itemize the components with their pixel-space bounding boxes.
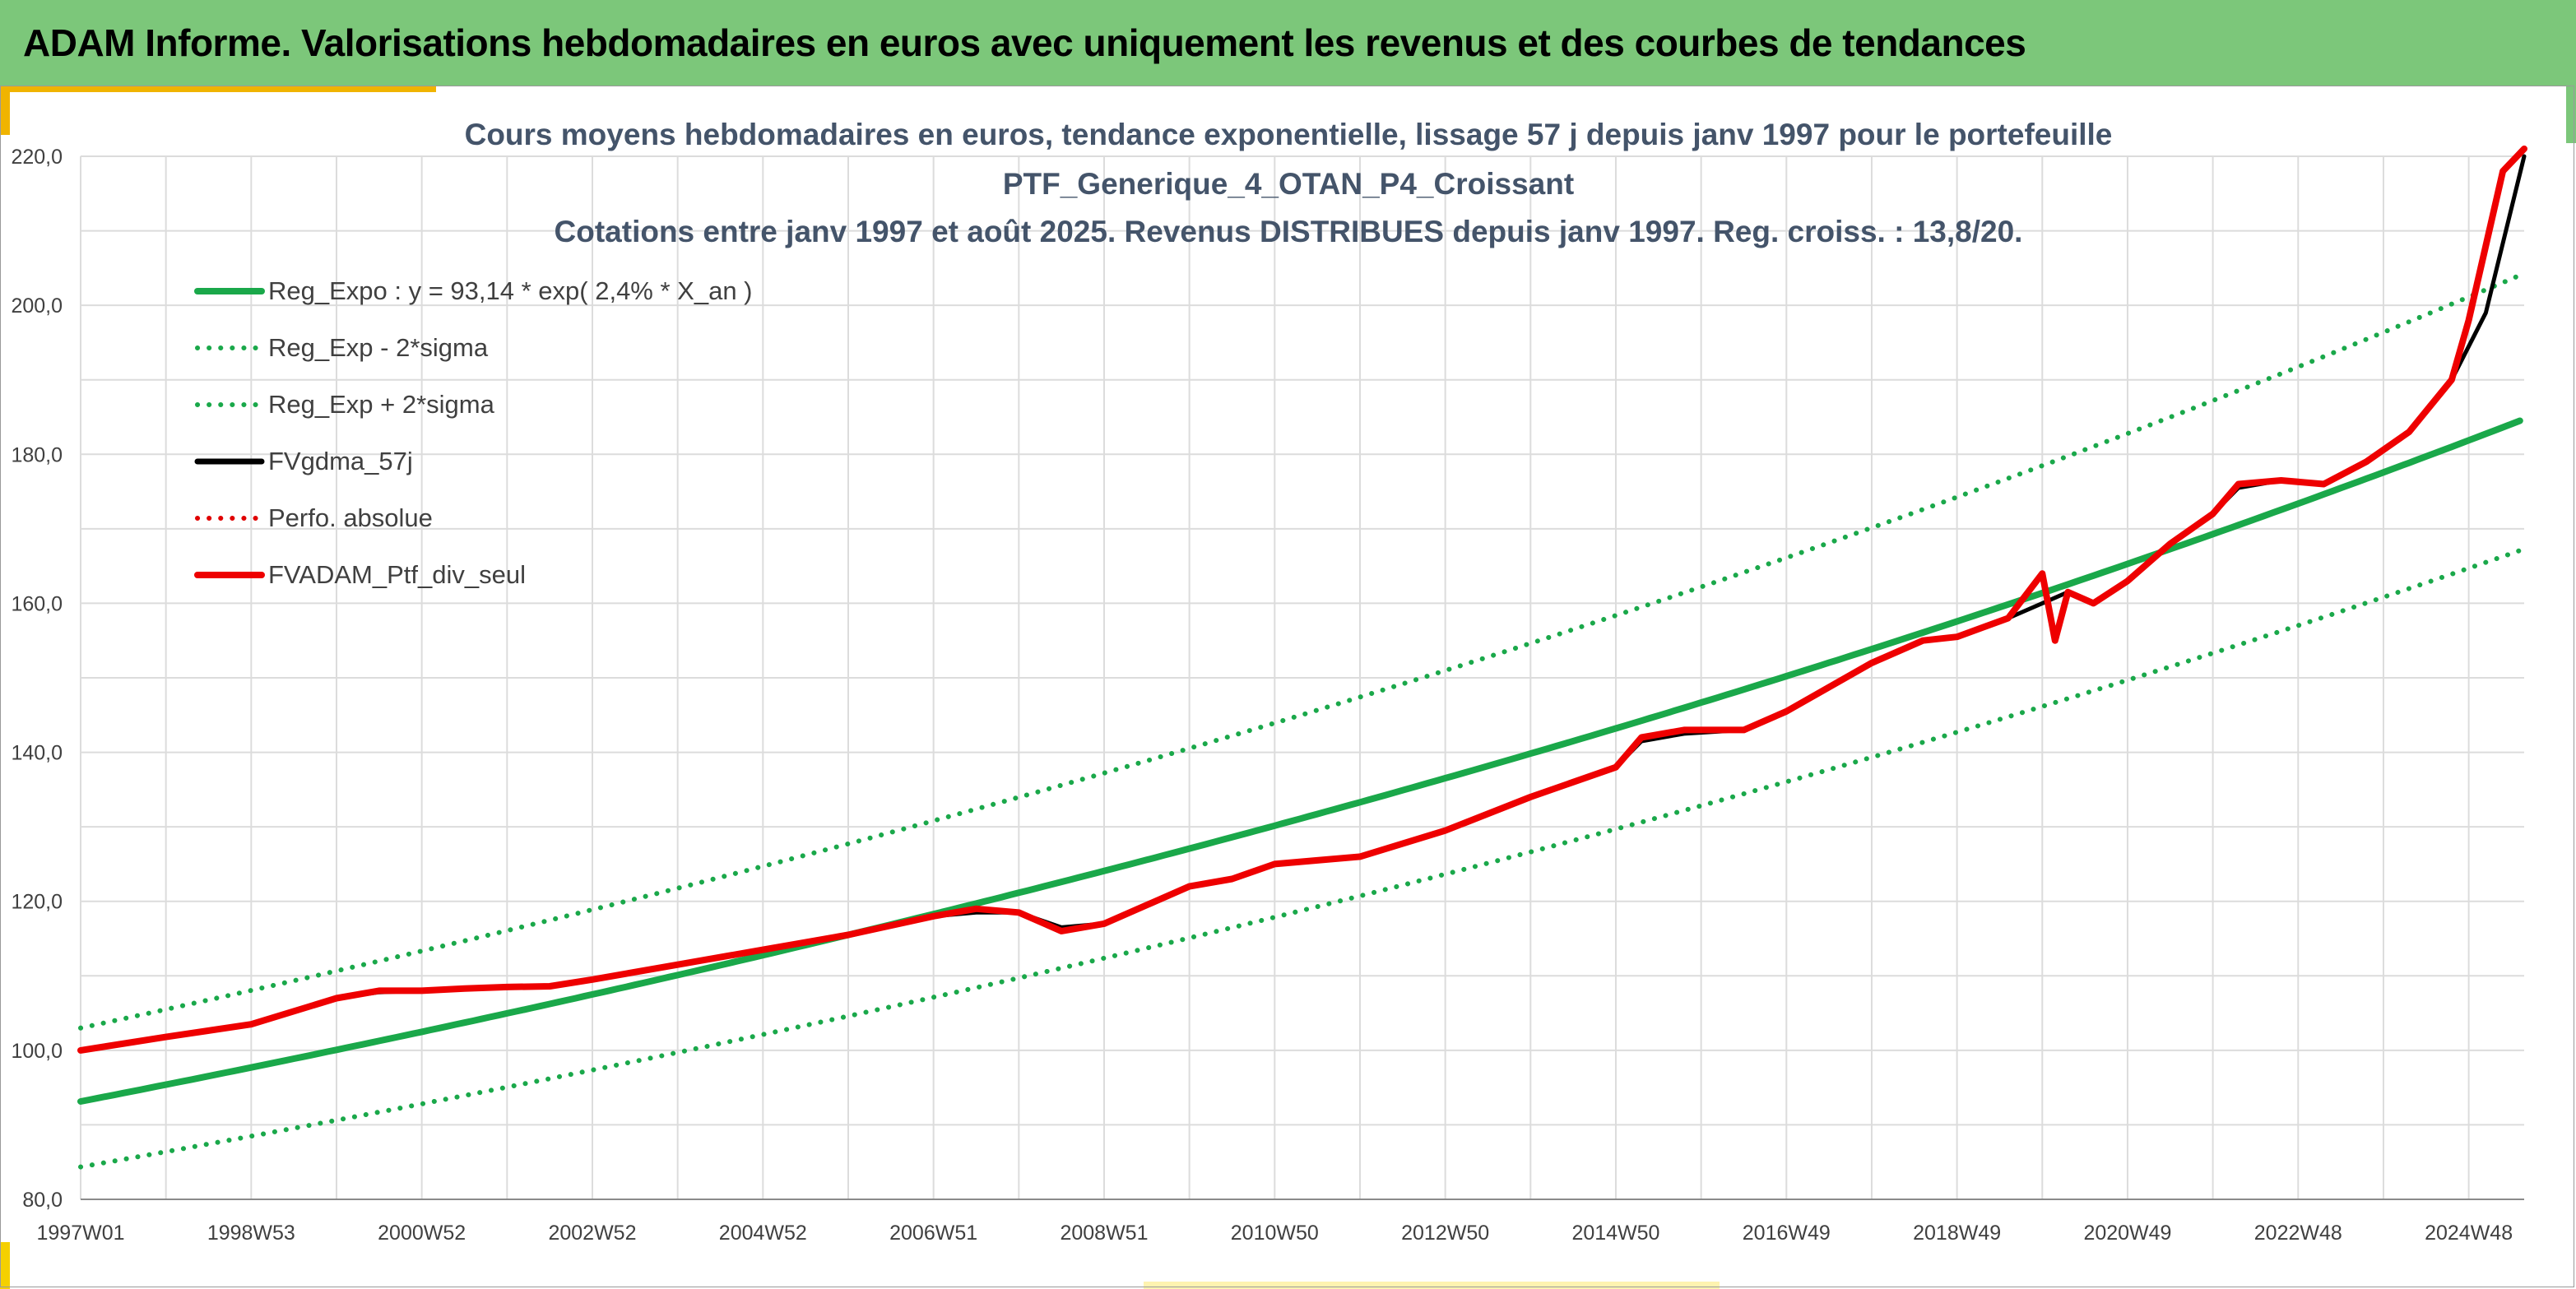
legend-label: FVgdma_57j bbox=[268, 447, 413, 475]
x-tick-label: 2012W50 bbox=[1401, 1222, 1489, 1245]
y-tick-label: 100,0 bbox=[11, 1040, 63, 1063]
x-tick-label: 2018W49 bbox=[1913, 1222, 2001, 1245]
x-tick-label: 2022W48 bbox=[2254, 1222, 2342, 1245]
legend-label: Reg_Exp - 2*sigma bbox=[268, 333, 489, 362]
chart-title: Cours moyens hebdomadaires en euros, ten… bbox=[465, 118, 2113, 248]
y-tick-label: 180,0 bbox=[11, 443, 63, 466]
series-layer bbox=[77, 145, 2527, 1170]
header-bar: ADAM Informe. Valorisations hebdomadaire… bbox=[0, 0, 2576, 86]
y-tick-label: 80,0 bbox=[22, 1189, 63, 1212]
x-tick-label: 2010W50 bbox=[1231, 1222, 1319, 1245]
x-tick-label: 2006W51 bbox=[889, 1222, 977, 1245]
y-tick-label: 160,0 bbox=[11, 592, 63, 615]
series-line-2 bbox=[78, 272, 2523, 1031]
series-line-0 bbox=[77, 417, 2523, 1105]
x-tick-label: 2004W52 bbox=[719, 1222, 807, 1245]
y-tick-label: 200,0 bbox=[11, 294, 63, 318]
x-tick-label: 2016W49 bbox=[1743, 1222, 1831, 1245]
x-tick-label: 2024W48 bbox=[2425, 1222, 2513, 1245]
grid bbox=[80, 155, 2524, 1200]
chart-title-line: PTF_Generique_4_OTAN_P4_Croissant bbox=[1003, 167, 1574, 201]
x-tick-label: 1997W01 bbox=[36, 1222, 124, 1245]
series-line-1 bbox=[78, 548, 2523, 1170]
x-tick-label: 2014W50 bbox=[1571, 1222, 1659, 1245]
page-title: ADAM Informe. Valorisations hebdomadaire… bbox=[23, 21, 2026, 64]
legend-label: FVADAM_Ptf_div_seul bbox=[268, 560, 526, 589]
axes: 80,0 100,0 120,0 140,0 160,0 180,0 200,0 220,0 1… bbox=[11, 146, 2524, 1245]
chart-title-line: Cours moyens hebdomadaires en euros, ten… bbox=[465, 118, 2113, 151]
legend-label: Perfo. absolue bbox=[268, 503, 433, 532]
x-tick-label: 2000W52 bbox=[378, 1222, 466, 1245]
x-tick-label: 2008W51 bbox=[1060, 1222, 1148, 1245]
x-tick-label: 2020W49 bbox=[2083, 1222, 2171, 1245]
chart-title-line: Cotations entre janv 1997 et août 2025. … bbox=[555, 215, 2023, 248]
accent-strip-bottom-left bbox=[0, 1242, 10, 1289]
accent-strip bbox=[0, 86, 436, 92]
y-tick-label: 140,0 bbox=[11, 742, 63, 765]
accent-strip-bottom bbox=[1144, 1282, 1720, 1289]
legend: Reg_Expo : y = 93,14 * exp( 2,4% * X_an … bbox=[194, 276, 753, 589]
y-tick-label: 120,0 bbox=[11, 891, 63, 914]
accent-strip-left bbox=[0, 86, 10, 135]
x-tick-label: 1998W53 bbox=[207, 1222, 295, 1245]
y-tick-label: 220,0 bbox=[11, 146, 63, 169]
legend-label: Reg_Expo : y = 93,14 * exp( 2,4% * X_an … bbox=[268, 276, 753, 305]
series-line-5 bbox=[77, 145, 2527, 1054]
legend-label: Reg_Exp + 2*sigma bbox=[268, 390, 495, 419]
x-tick-label: 2002W52 bbox=[548, 1222, 636, 1245]
